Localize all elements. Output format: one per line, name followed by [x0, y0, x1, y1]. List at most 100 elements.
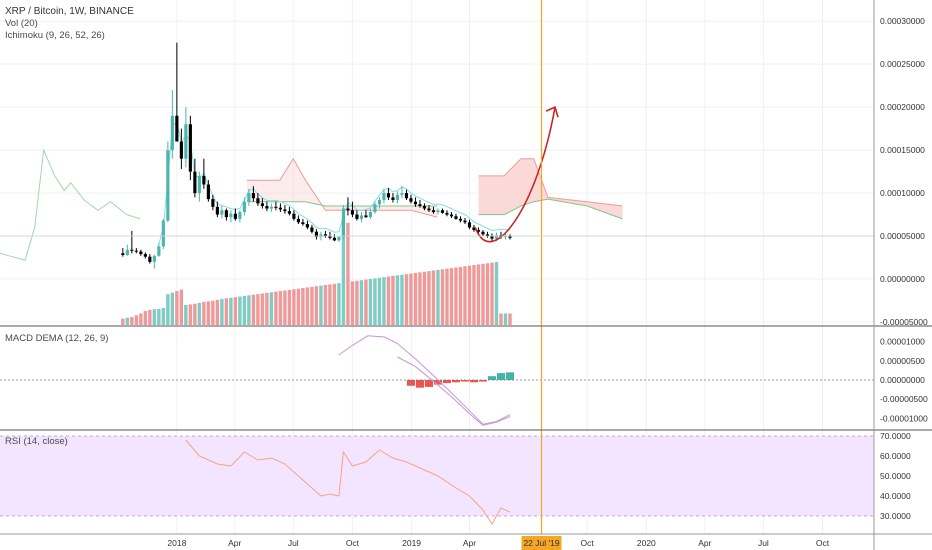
candle-body	[409, 198, 413, 202]
macd-histogram-bar	[424, 380, 434, 387]
candle-body	[400, 193, 404, 195]
lagging-span	[0, 148, 141, 261]
candle	[341, 205, 346, 239]
candle	[314, 229, 318, 240]
volume-bar	[233, 297, 238, 325]
rsi-legend[interactable]: RSI (14, close)	[5, 436, 68, 447]
symbol-title[interactable]: XRP / Bitcoin, 1W, BINANCE	[5, 6, 134, 17]
candle-body	[458, 218, 463, 221]
candle	[256, 193, 260, 206]
macd-histogram-bar	[415, 380, 425, 388]
candle-body	[260, 203, 264, 206]
candle-body	[179, 141, 183, 159]
candle-body	[274, 206, 278, 208]
ichimoku-legend[interactable]: Ichimoku (9, 26, 52, 26)	[5, 30, 105, 41]
candle	[278, 203, 282, 212]
volume-bar	[193, 303, 197, 325]
volume-bar	[211, 300, 215, 325]
candle-body	[377, 199, 382, 205]
time-tick-label: 2018	[167, 538, 186, 548]
volume-bar	[508, 313, 512, 325]
candlesticks[interactable]	[121, 42, 512, 269]
candle-body	[188, 124, 192, 172]
candle	[422, 203, 427, 211]
candle	[283, 205, 287, 214]
volume-bar	[422, 271, 427, 325]
volume-bar	[170, 292, 175, 325]
volume-bar	[395, 275, 400, 325]
candle-body	[130, 249, 134, 251]
volume-bar	[314, 286, 319, 325]
volume-bar	[458, 266, 463, 325]
candle-body	[224, 210, 228, 218]
volume-bar	[431, 270, 436, 325]
time-axis[interactable]: 2018 Apr Jul Oct 2019 Apr Oct 2020 Apr Jul Oct 22 J…	[167, 536, 830, 550]
time-tick-label: Jul	[288, 538, 299, 548]
macd-legend[interactable]: MACD DEMA (12, 26, 9)	[5, 333, 108, 344]
volume-bar	[220, 298, 224, 325]
candle	[229, 210, 233, 223]
candle-body	[314, 231, 318, 237]
volume-bar	[454, 267, 458, 325]
volume-bar	[130, 317, 134, 325]
rsi-axis[interactable]: 70.0000 60.0000 50.0000 40.0000 30.0000	[880, 431, 911, 521]
candle	[242, 197, 246, 216]
time-tick-label: Oct	[816, 538, 830, 548]
candle-body	[202, 175, 206, 185]
senkou-a	[247, 157, 438, 218]
volume-bar	[499, 313, 503, 325]
macd-pane[interactable]	[0, 335, 874, 426]
time-tick-label: Apr	[463, 538, 476, 548]
candle	[247, 188, 251, 206]
volume-bar	[184, 304, 188, 325]
crosshair-date-badge	[521, 536, 562, 550]
candle-body	[391, 197, 395, 200]
candle-body	[292, 213, 296, 219]
volume-bar	[278, 291, 283, 325]
candle-body	[332, 237, 336, 241]
candle	[148, 254, 152, 264]
volume-bar	[269, 292, 274, 325]
volume-legend[interactable]: Vol (20)	[5, 18, 38, 29]
candle-body	[283, 209, 287, 212]
candle	[197, 171, 201, 202]
candle	[445, 210, 449, 217]
candle-body	[395, 194, 400, 200]
candle-body	[485, 234, 490, 237]
price-tick-label: 0.00005000	[880, 231, 925, 241]
candle	[431, 206, 436, 214]
volume-bar	[229, 297, 233, 325]
candle-body	[242, 201, 246, 212]
candle-body	[148, 256, 152, 262]
candle-body	[341, 208, 346, 237]
candle-body	[197, 175, 201, 194]
volume-bar	[377, 277, 382, 325]
time-tick-label: 2020	[637, 538, 656, 548]
candle	[508, 234, 512, 240]
candle	[346, 197, 350, 216]
candle-body	[355, 214, 359, 219]
rsi-tick-label: 30.0000	[880, 511, 911, 521]
candle-body	[251, 193, 255, 199]
candle-body	[215, 206, 219, 215]
time-tick-label: 2019	[402, 538, 421, 548]
rsi-tick-label: 60.0000	[880, 451, 911, 461]
rsi-tick-label: 70.0000	[880, 431, 911, 441]
candle	[134, 248, 138, 254]
rsi-pane[interactable]	[0, 435, 874, 525]
volume-bar	[296, 288, 301, 325]
candle-body	[269, 206, 273, 209]
volume-bar	[166, 294, 170, 325]
volume-bars	[121, 222, 512, 325]
macd-line	[338, 335, 511, 425]
candle-body	[476, 230, 481, 232]
macd-histogram-bar	[505, 372, 515, 380]
price-axis[interactable]: 0.00030000 0.00025000 0.00020000 0.00015000…	[880, 16, 928, 327]
volume-bar	[206, 301, 211, 325]
candle-body	[431, 210, 436, 212]
candle-body	[436, 210, 440, 212]
candle	[440, 208, 445, 214]
macd-axis[interactable]: 0.00001000 0.00000500 0.00000000 -0.0000050…	[880, 337, 928, 424]
candle	[287, 206, 291, 216]
